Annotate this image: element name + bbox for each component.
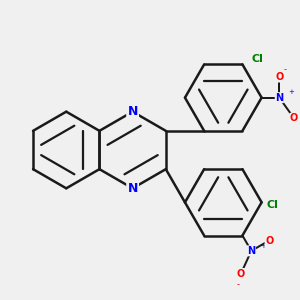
Text: N: N <box>247 246 255 256</box>
Text: N: N <box>128 105 138 118</box>
Text: O: O <box>275 72 284 82</box>
Text: +: + <box>260 243 266 249</box>
Text: N: N <box>128 182 138 195</box>
Text: O: O <box>265 236 273 245</box>
Text: +: + <box>288 89 294 95</box>
Text: -: - <box>236 280 239 289</box>
Text: O: O <box>290 113 298 123</box>
Text: N: N <box>275 93 284 103</box>
Text: Cl: Cl <box>251 54 263 64</box>
Text: O: O <box>237 269 245 279</box>
Text: -: - <box>284 65 287 74</box>
Text: Cl: Cl <box>266 200 278 210</box>
